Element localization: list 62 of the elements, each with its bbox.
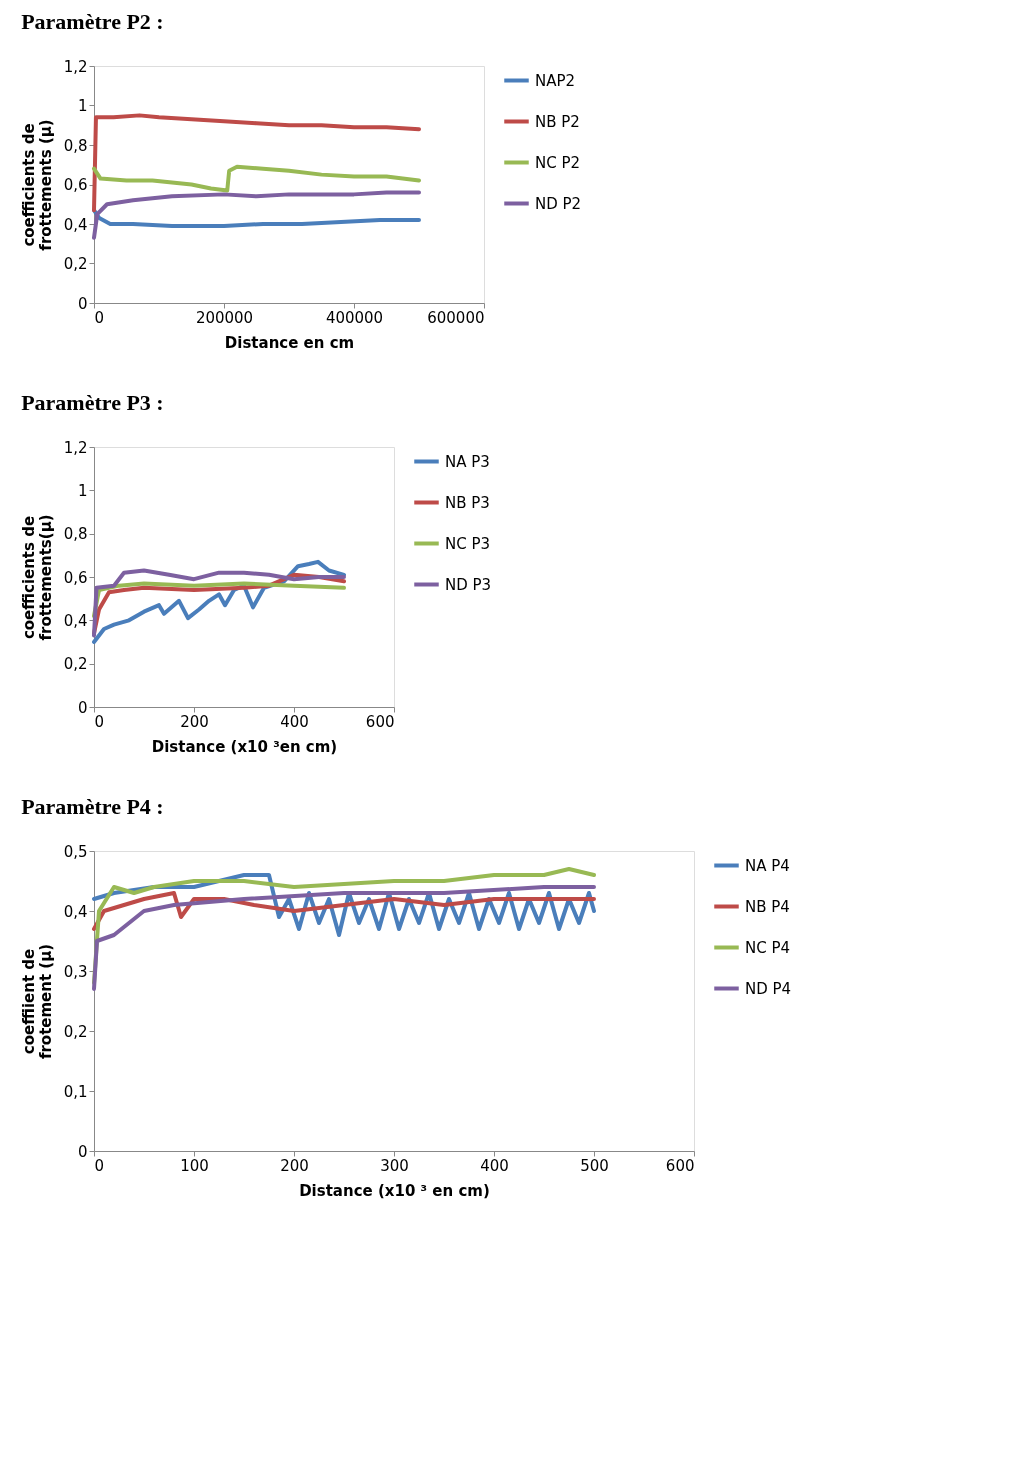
- line-series: [92, 164, 421, 193]
- legend-label: NB P4: [745, 897, 790, 916]
- y-tick-label: 0,2: [63, 655, 88, 674]
- chart-title: Paramètre P3 :: [21, 390, 164, 415]
- y-tick-label: 1,2: [63, 57, 88, 76]
- legend-label: NB P2: [535, 112, 580, 131]
- y-tick-label: 0,4: [63, 215, 88, 234]
- y-tick-label: 0,8: [63, 525, 88, 544]
- x-tick-label: 400000: [325, 308, 384, 327]
- x-tick-label: 500: [580, 1156, 609, 1175]
- y-tick-label: 1: [77, 97, 88, 115]
- legend-label: NB P3: [445, 493, 490, 512]
- x-tick-label: 400: [280, 712, 309, 731]
- chart-title: Paramètre P4 :: [21, 794, 164, 819]
- y-tick-label: 0,4: [63, 611, 88, 630]
- legend-label: NA P3: [445, 452, 490, 471]
- line-series: [92, 190, 421, 240]
- x-tick-label: 300: [380, 1156, 409, 1175]
- x-tick-label: 200: [280, 1156, 309, 1175]
- x-tick-label: 0: [94, 1156, 105, 1175]
- y-tick-label: 1: [77, 481, 88, 500]
- y-tick-label: 0,4: [63, 902, 88, 921]
- x-tick-label: 100: [180, 1156, 209, 1175]
- line-series: [92, 208, 421, 228]
- line-series: [92, 113, 421, 213]
- legend-label: NC P2: [535, 153, 581, 172]
- x-tick-label: 0: [94, 308, 105, 327]
- y-tick-label: 0,5: [63, 842, 88, 861]
- y-tick-label: 0,8: [63, 136, 88, 155]
- y-tick-label: 0: [77, 698, 88, 717]
- x-tick-label: 600: [665, 1156, 695, 1175]
- legend-label: NC P4: [745, 938, 791, 957]
- y-tick-label: 0: [77, 1142, 88, 1161]
- line-series: [92, 885, 596, 991]
- x-tick-label: 0: [94, 712, 105, 731]
- y-tick-label: 0: [77, 294, 88, 313]
- x-tick-label: 400: [480, 1156, 509, 1175]
- y-axis-title: coefficients de frottements (µ): [19, 119, 55, 251]
- y-tick-label: 0,3: [63, 962, 88, 981]
- x-axis-title: Distance en cm: [224, 333, 355, 352]
- x-tick-label: 200000: [195, 308, 254, 327]
- legend-label: NAP2: [535, 71, 576, 90]
- x-tick-label: 200: [180, 712, 209, 731]
- legend-label: ND P3: [445, 575, 492, 594]
- chart-title: Paramètre P2 :: [21, 9, 164, 34]
- y-tick-label: 0,2: [63, 1022, 88, 1041]
- x-tick-label: 600000: [427, 308, 485, 327]
- y-tick-label: 1,2: [63, 438, 88, 457]
- y-tick-label: 0,6: [63, 568, 88, 587]
- legend-label: ND P4: [745, 979, 792, 998]
- y-tick-label: 0,2: [63, 255, 88, 273]
- legend-label: NA P4: [745, 856, 790, 875]
- y-tick-label: 0,6: [63, 176, 88, 194]
- y-axis-title: coefficients de frottements(µ): [19, 514, 55, 641]
- x-axis-title: Distance (x10 ³ en cm): [299, 1181, 490, 1200]
- x-axis-title: Distance (x10 ³en cm): [151, 737, 338, 756]
- x-tick-label: 600: [365, 712, 395, 731]
- line-series: [92, 891, 596, 931]
- y-axis-title: coeffiient de frotement (µ): [19, 943, 55, 1060]
- legend-label: ND P2: [535, 194, 582, 213]
- y-tick-label: 0,1: [63, 1082, 88, 1101]
- legend-label: NC P3: [445, 534, 491, 553]
